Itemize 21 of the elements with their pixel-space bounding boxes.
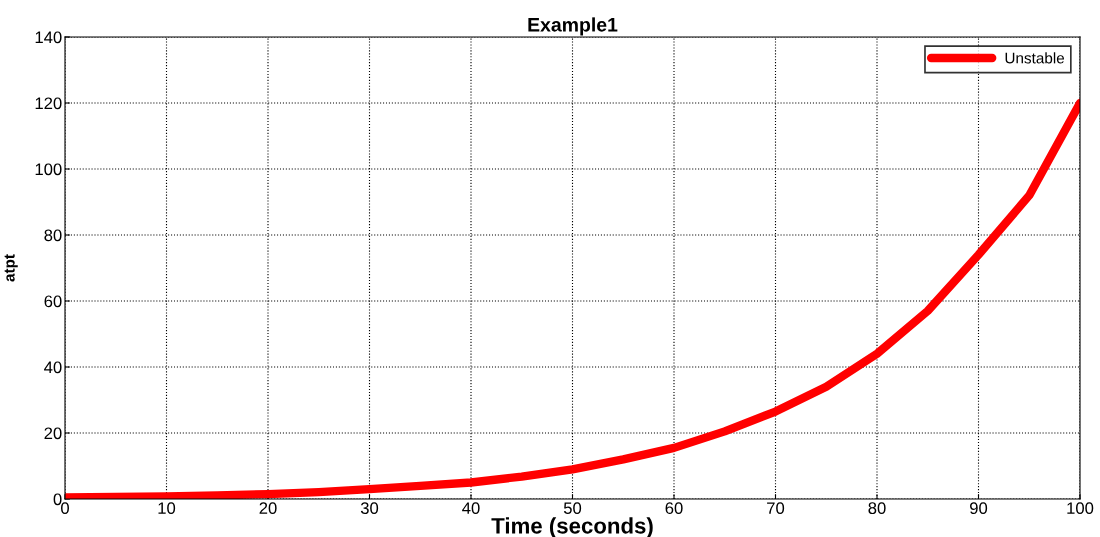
y-tick-label: 100 bbox=[35, 163, 62, 176]
x-tick-label: 10 bbox=[158, 502, 176, 515]
chart-title: Example1 bbox=[528, 17, 618, 36]
y-tick-label: 20 bbox=[44, 427, 62, 440]
y-tick-label: 80 bbox=[44, 229, 62, 242]
y-axis-title: atpt bbox=[4, 254, 18, 282]
x-tick-label: 60 bbox=[665, 502, 683, 515]
y-tick-label: 140 bbox=[35, 31, 62, 44]
x-tick-label: 80 bbox=[868, 502, 886, 515]
x-tick-label: 20 bbox=[259, 502, 277, 515]
y-tick-label: 60 bbox=[44, 295, 62, 308]
x-tick-label: 100 bbox=[1067, 502, 1094, 515]
y-tick-label: 120 bbox=[35, 97, 62, 110]
x-tick-label: 70 bbox=[767, 502, 785, 515]
x-tick-label: 40 bbox=[462, 502, 480, 515]
x-tick-label: 90 bbox=[970, 502, 988, 515]
y-tick-label: 0 bbox=[53, 493, 62, 506]
x-tick-label: 30 bbox=[360, 502, 379, 515]
y-tick-label: 40 bbox=[44, 361, 62, 374]
x-tick-label: 50 bbox=[563, 502, 582, 515]
legend-label: Unstable bbox=[1005, 52, 1065, 64]
